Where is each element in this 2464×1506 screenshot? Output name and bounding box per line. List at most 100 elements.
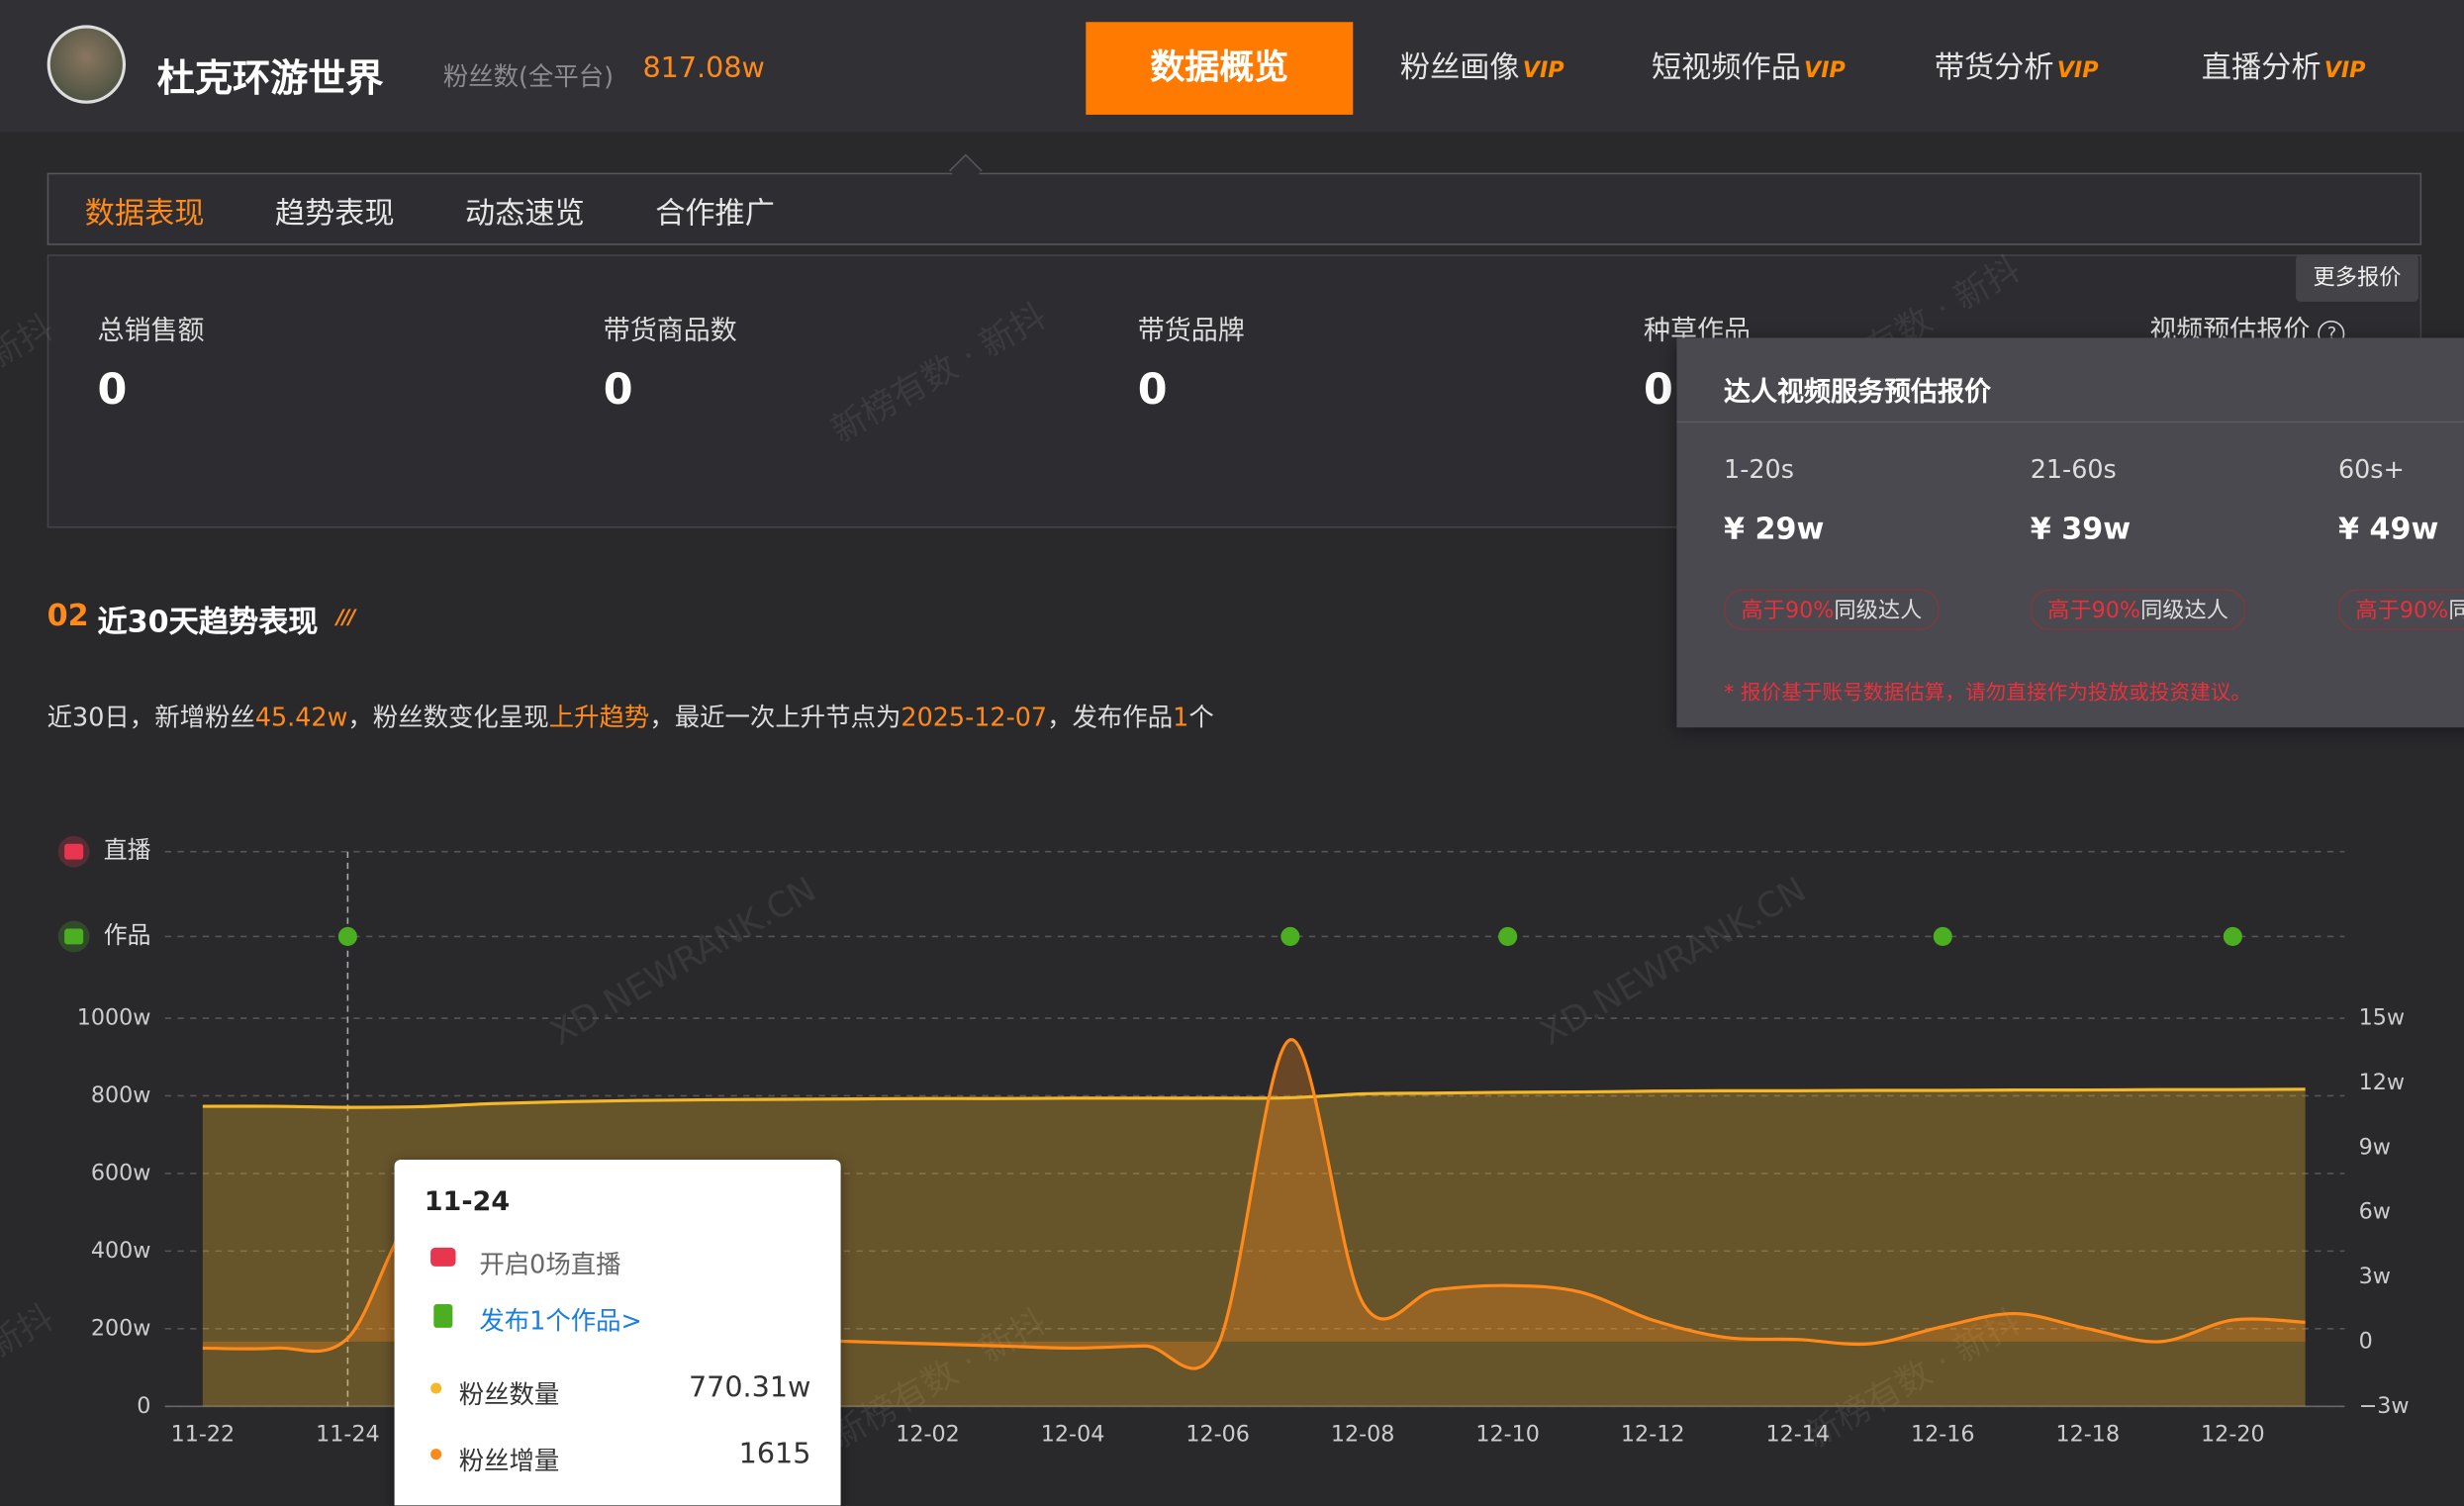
y-tick-label: 600w (91, 1160, 151, 1185)
nav-text: 粉丝画像 (1399, 49, 1520, 85)
live-icon (430, 1247, 456, 1267)
avatar[interactable] (47, 25, 127, 104)
y-tick-label: 200w (91, 1315, 151, 1341)
series-value: 770.31w (688, 1371, 811, 1405)
stat-value: 0 (603, 366, 633, 416)
badge-text: 同级达人 (2140, 599, 2228, 624)
tab[interactable]: 动态速览 (465, 196, 585, 232)
series-name: 粉丝增量 (458, 1445, 560, 1476)
compare-badge: 高于90%同级达人 (2337, 589, 2464, 630)
divider (1676, 421, 2464, 424)
nav-item[interactable]: 粉丝画像 VIP (1400, 22, 1564, 115)
stat-label: 总销售额 (97, 316, 205, 347)
stat-value: 0 (1137, 366, 1168, 416)
y-tick-label: 1000w (77, 1005, 151, 1031)
y2-tick-label: 12w (2359, 1070, 2405, 1095)
y-tick-label: 0 (137, 1393, 150, 1419)
summary-part: ，发布作品 (1047, 702, 1174, 733)
account-name: 杜克环游世界 (156, 56, 384, 101)
y2-tick-label: 0 (2359, 1328, 2373, 1354)
series-name: 粉丝数量 (458, 1379, 560, 1410)
price: ¥ 39w (2030, 512, 2132, 547)
price: ¥ 49w (2337, 512, 2439, 547)
event-dot (1498, 926, 1518, 946)
nav-item[interactable]: 带货分析 VIP (1935, 22, 2099, 115)
x-tick-label: 12-10 (1475, 1421, 1540, 1447)
x-tick-label: 11-22 (171, 1421, 236, 1447)
duration: 60s+ (2337, 453, 2405, 485)
nav-item[interactable]: 数据概览 (1086, 22, 1354, 115)
summary-part: 上升趋势 (548, 702, 650, 733)
event-dot (337, 926, 357, 946)
duration: 1-20s (1724, 453, 1794, 485)
vip-badge: VIP (2056, 57, 2099, 84)
summary-part: 2025-12-07 (900, 702, 1048, 733)
x-tick-label: 12-14 (1765, 1421, 1830, 1447)
series-value: 1615 (738, 1438, 811, 1471)
nav-text: 短视频作品 (1651, 49, 1801, 85)
series-dot (430, 1382, 442, 1394)
badge-highlight: 高于90% (1741, 599, 1835, 624)
compare-badge: 高于90%同级达人 (1724, 589, 1940, 630)
fans-label: 粉丝数(全平台) (442, 60, 615, 92)
badge-highlight: 高于90% (2047, 599, 2141, 624)
x-tick-label: 12-08 (1331, 1421, 1395, 1447)
nav-text: 直播分析 (2201, 49, 2322, 85)
x-tick-label: 12-06 (1185, 1421, 1250, 1447)
compare-badge: 高于90%同级达人 (2030, 589, 2246, 630)
stat-label: 带货品牌 (1137, 316, 1245, 347)
x-tick-label: 12-16 (1911, 1421, 1975, 1447)
series-line (202, 1087, 2306, 1109)
x-tick-label: 12-04 (1041, 1421, 1105, 1447)
event-dot (2223, 926, 2242, 946)
tab-bar (47, 172, 2422, 245)
y2-tick-label: −3w (2359, 1393, 2410, 1419)
x-tick-label: 12-02 (896, 1421, 960, 1447)
section-number: 02 (47, 599, 89, 633)
tab[interactable]: 合作推广 (655, 196, 775, 232)
badge-text: 同级达人 (2448, 599, 2464, 623)
x-tick-label: 12-18 (2056, 1421, 2121, 1447)
section-title: 近30天趋势表现 (97, 605, 319, 640)
series-area (202, 1039, 2306, 1369)
nav-item[interactable]: 短视频作品 VIP (1652, 22, 1846, 115)
x-tick-label: 11-24 (316, 1421, 380, 1447)
more-quotes-button[interactable]: 更多报价 (2296, 254, 2418, 302)
quote-popover: 达人视频服务预估报价 1-20s 21-60s 60s+ ¥ 29w ¥ 39w… (1676, 337, 2464, 728)
tab[interactable]: 数据表现 (84, 196, 205, 232)
stat-label: 带货商品数 (603, 316, 737, 347)
popover-note: * 报价基于账号数据估算，请勿直接作为投放或投资建议。 (1724, 682, 2252, 706)
series-dot (430, 1449, 442, 1460)
price: ¥ 29w (1724, 512, 1825, 547)
stat-value: 0 (97, 366, 128, 416)
summary-part: 1 (1173, 702, 1189, 733)
x-tick-label: 12-12 (1621, 1421, 1685, 1447)
stat-value: 0 (1644, 366, 1673, 416)
vip-badge: VIP (2323, 57, 2366, 84)
y-tick-label: 400w (91, 1238, 151, 1264)
y2-tick-label: 9w (2359, 1134, 2391, 1160)
event-dot (1280, 926, 1300, 946)
badge-text: 同级达人 (1834, 599, 1923, 624)
y-tick-label: 800w (91, 1082, 151, 1108)
summary-part: ，粉丝数变化呈现 (347, 702, 549, 733)
works-icon (433, 1304, 453, 1328)
tab[interactable]: 趋势表现 (274, 196, 395, 232)
tooltip-works[interactable]: 发布1个作品> (479, 1305, 642, 1336)
summary-part: 个 (1188, 702, 1214, 733)
event-dot (1933, 926, 1952, 946)
summary-part: 近30日，新增粉丝 (47, 702, 255, 733)
fans-value: 817.08w (642, 51, 765, 85)
y2-tick-label: 3w (2359, 1264, 2391, 1289)
summary: 近30日，新增粉丝45.42w，粉丝数变化呈现上升趋势，最近一次上升节点为202… (47, 696, 1214, 733)
x-tick-label: 12-20 (2201, 1421, 2265, 1447)
event-label: 直播 (104, 836, 151, 864)
summary-part: 45.42w (254, 702, 348, 733)
tooltip-live: 开启0场直播 (479, 1249, 621, 1279)
summary-part: ，最近一次上升节点为 (649, 702, 901, 733)
nav-item[interactable]: 直播分析 VIP (2202, 22, 2366, 115)
event-icon (64, 843, 84, 860)
popover-title: 达人视频服务预估报价 (1724, 377, 1992, 409)
